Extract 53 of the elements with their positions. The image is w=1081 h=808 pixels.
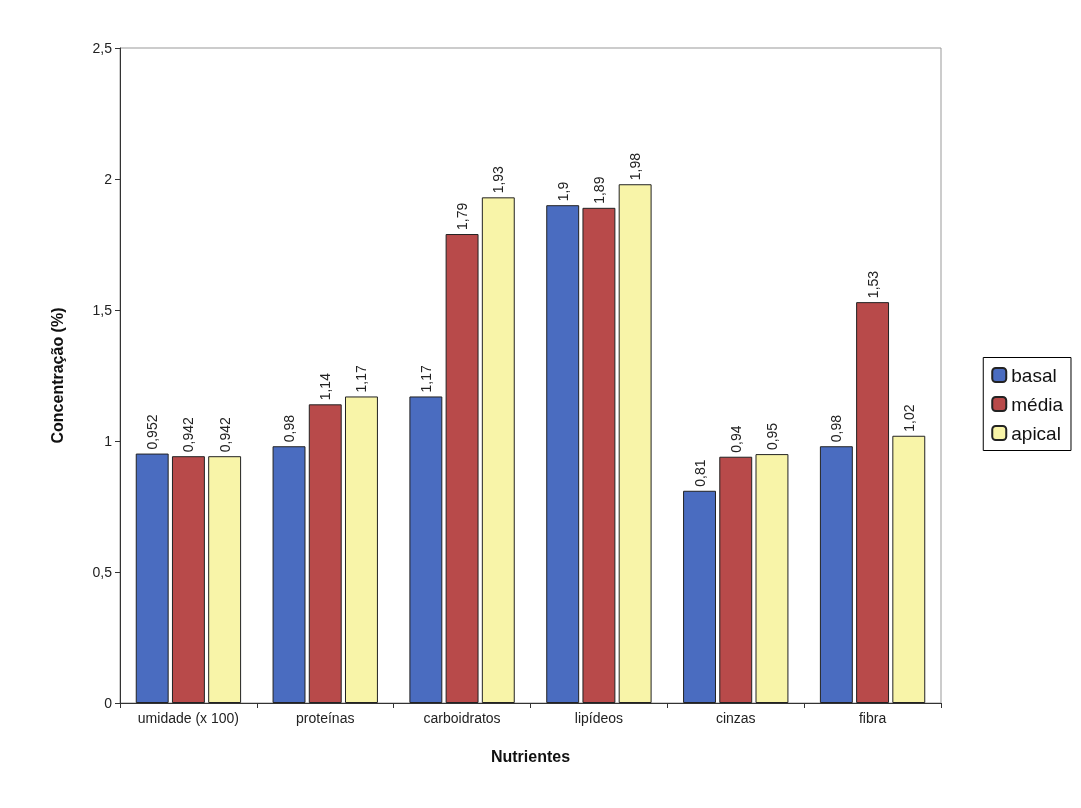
y-axis-title: Concentração (%) bbox=[48, 307, 66, 444]
data-label: 0,94 bbox=[727, 425, 744, 453]
bar bbox=[135, 453, 169, 703]
y-tick-label: 1 bbox=[104, 433, 113, 449]
x-tick-label: fibra bbox=[858, 710, 887, 726]
x-tick-label: cinzas bbox=[715, 710, 756, 726]
data-label: 1,17 bbox=[353, 365, 370, 393]
bar bbox=[208, 456, 242, 703]
bar bbox=[618, 184, 652, 703]
data-label: 1,02 bbox=[900, 404, 917, 432]
bar bbox=[755, 454, 789, 703]
y-tick-label: 0 bbox=[104, 695, 113, 711]
bar bbox=[719, 456, 753, 703]
legend-label: média bbox=[1011, 393, 1064, 415]
data-label: 0,98 bbox=[828, 414, 845, 443]
bar bbox=[546, 205, 580, 703]
data-label: 1,89 bbox=[590, 176, 607, 204]
data-label: 1,79 bbox=[454, 202, 471, 231]
legend-label: basal bbox=[1011, 364, 1057, 386]
bar bbox=[409, 396, 443, 703]
data-label: 1,53 bbox=[864, 270, 881, 299]
bar bbox=[892, 435, 926, 703]
bar bbox=[171, 456, 205, 703]
x-tick-label: umidade (x 100) bbox=[137, 710, 239, 726]
data-label: 0,81 bbox=[691, 459, 708, 487]
y-tick-label: 2 bbox=[104, 171, 113, 187]
y-tick-label: 1,5 bbox=[92, 302, 113, 318]
bar bbox=[683, 490, 716, 703]
data-label: 1,14 bbox=[317, 372, 334, 401]
data-label: 1,98 bbox=[627, 152, 644, 181]
bar bbox=[445, 234, 479, 703]
bar bbox=[582, 207, 616, 703]
data-label: 0,98 bbox=[281, 414, 298, 443]
bar bbox=[819, 446, 853, 703]
x-tick-label: carboidratos bbox=[423, 710, 501, 726]
data-label: 0,952 bbox=[144, 414, 161, 450]
data-label: 0,95 bbox=[763, 422, 780, 451]
bar bbox=[481, 197, 515, 703]
bar bbox=[856, 302, 890, 703]
legend-label: apical bbox=[1011, 422, 1061, 444]
data-label: 0,942 bbox=[180, 416, 197, 453]
data-label: 0,942 bbox=[216, 416, 233, 453]
bar bbox=[272, 446, 306, 703]
x-axis-title: Nutrientes bbox=[490, 747, 571, 765]
y-tick-label: 2,5 bbox=[92, 40, 113, 56]
x-tick-label: proteínas bbox=[296, 710, 355, 726]
bar bbox=[308, 404, 342, 703]
data-label: 1,9 bbox=[554, 181, 571, 202]
y-tick-label: 0,5 bbox=[92, 564, 113, 580]
data-label: 1,93 bbox=[490, 165, 507, 194]
bar bbox=[345, 396, 378, 703]
x-tick-label: lipídeos bbox=[574, 710, 624, 726]
data-label: 1,17 bbox=[417, 365, 434, 393]
